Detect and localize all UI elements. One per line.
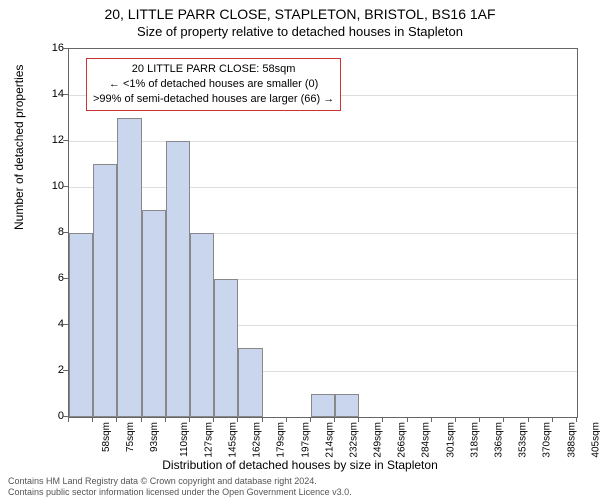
gridline <box>69 141 577 142</box>
y-tick-label: 6 <box>34 272 64 284</box>
x-tick <box>407 417 408 422</box>
x-tick <box>382 417 383 422</box>
x-tick <box>262 417 263 422</box>
x-tick-label: 214sqm <box>324 422 335 458</box>
x-tick <box>358 417 359 422</box>
footer-line-2: Contains public sector information licen… <box>8 487 352 498</box>
x-tick-label: 232sqm <box>348 422 359 458</box>
footer-line-1: Contains HM Land Registry data © Crown c… <box>8 476 352 487</box>
y-tick-label: 12 <box>34 134 64 146</box>
x-tick <box>528 417 529 422</box>
y-tick-label: 16 <box>34 42 64 54</box>
y-tick-label: 0 <box>34 410 64 422</box>
x-tick-label: 197sqm <box>300 422 311 458</box>
x-tick <box>334 417 335 422</box>
x-tick-label: 162sqm <box>252 422 263 458</box>
x-tick-label: 284sqm <box>421 422 432 458</box>
page-title-1: 20, LITTLE PARR CLOSE, STAPLETON, BRISTO… <box>0 0 600 22</box>
x-tick <box>503 417 504 422</box>
y-tick <box>63 94 68 95</box>
x-tick <box>455 417 456 422</box>
x-tick-label: 75sqm <box>125 422 136 452</box>
histogram-bar <box>335 394 359 417</box>
x-tick <box>576 417 577 422</box>
x-tick-label: 370sqm <box>542 422 553 458</box>
histogram-bar <box>117 118 141 417</box>
y-tick-label: 8 <box>34 226 64 238</box>
y-tick <box>63 324 68 325</box>
x-tick-label: 93sqm <box>149 422 160 452</box>
x-tick-label: 336sqm <box>494 422 505 458</box>
y-tick-label: 14 <box>34 88 64 100</box>
x-tick <box>189 417 190 422</box>
histogram-bar <box>214 279 238 417</box>
histogram-bar <box>311 394 335 417</box>
x-tick <box>479 417 480 422</box>
x-tick <box>68 417 69 422</box>
y-tick <box>63 186 68 187</box>
x-tick <box>116 417 117 422</box>
x-tick-label: 301sqm <box>445 422 456 458</box>
x-tick-label: 318sqm <box>469 422 480 458</box>
x-tick-label: 249sqm <box>373 422 384 458</box>
x-tick <box>310 417 311 422</box>
y-tick-label: 2 <box>34 364 64 376</box>
page-title-2: Size of property relative to detached ho… <box>0 22 600 39</box>
y-tick <box>63 370 68 371</box>
x-axis-label: Distribution of detached houses by size … <box>0 458 600 472</box>
x-tick-label: 353sqm <box>518 422 529 458</box>
x-tick <box>213 417 214 422</box>
x-tick-label: 110sqm <box>178 422 189 457</box>
x-tick <box>92 417 93 422</box>
info-line-1: 20 LITTLE PARR CLOSE: 58sqm <box>93 62 334 77</box>
histogram-bar <box>190 233 214 417</box>
y-tick <box>63 140 68 141</box>
histogram-bar <box>238 348 262 417</box>
footer-attribution: Contains HM Land Registry data © Crown c… <box>8 476 352 498</box>
y-tick <box>63 232 68 233</box>
histogram-bar <box>93 164 117 417</box>
x-tick <box>552 417 553 422</box>
x-tick-label: 145sqm <box>228 422 239 458</box>
gridline <box>69 187 577 188</box>
x-tick <box>431 417 432 422</box>
x-tick <box>141 417 142 422</box>
y-tick <box>63 48 68 49</box>
info-line-2: ← <1% of detached houses are smaller (0) <box>93 77 334 92</box>
x-tick-label: 58sqm <box>101 422 112 452</box>
x-tick-label: 388sqm <box>566 422 577 458</box>
x-tick <box>237 417 238 422</box>
info-annotation-box: 20 LITTLE PARR CLOSE: 58sqm ← <1% of det… <box>86 58 341 111</box>
info-line-3: >99% of semi-detached houses are larger … <box>93 92 334 107</box>
y-tick-label: 10 <box>34 180 64 192</box>
x-tick <box>165 417 166 422</box>
x-tick-label: 266sqm <box>397 422 408 458</box>
histogram-bar <box>142 210 166 417</box>
x-tick-label: 405sqm <box>590 422 600 458</box>
histogram-bar <box>166 141 190 417</box>
y-tick-label: 4 <box>34 318 64 330</box>
x-tick-label: 127sqm <box>203 422 214 458</box>
histogram-bar <box>69 233 93 417</box>
x-tick-label: 179sqm <box>276 422 287 458</box>
y-tick <box>63 278 68 279</box>
x-tick <box>286 417 287 422</box>
y-axis-label: Number of detached properties <box>12 65 26 230</box>
